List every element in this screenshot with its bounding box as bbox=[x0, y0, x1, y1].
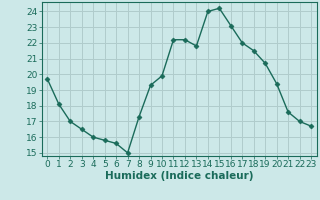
X-axis label: Humidex (Indice chaleur): Humidex (Indice chaleur) bbox=[105, 171, 253, 181]
